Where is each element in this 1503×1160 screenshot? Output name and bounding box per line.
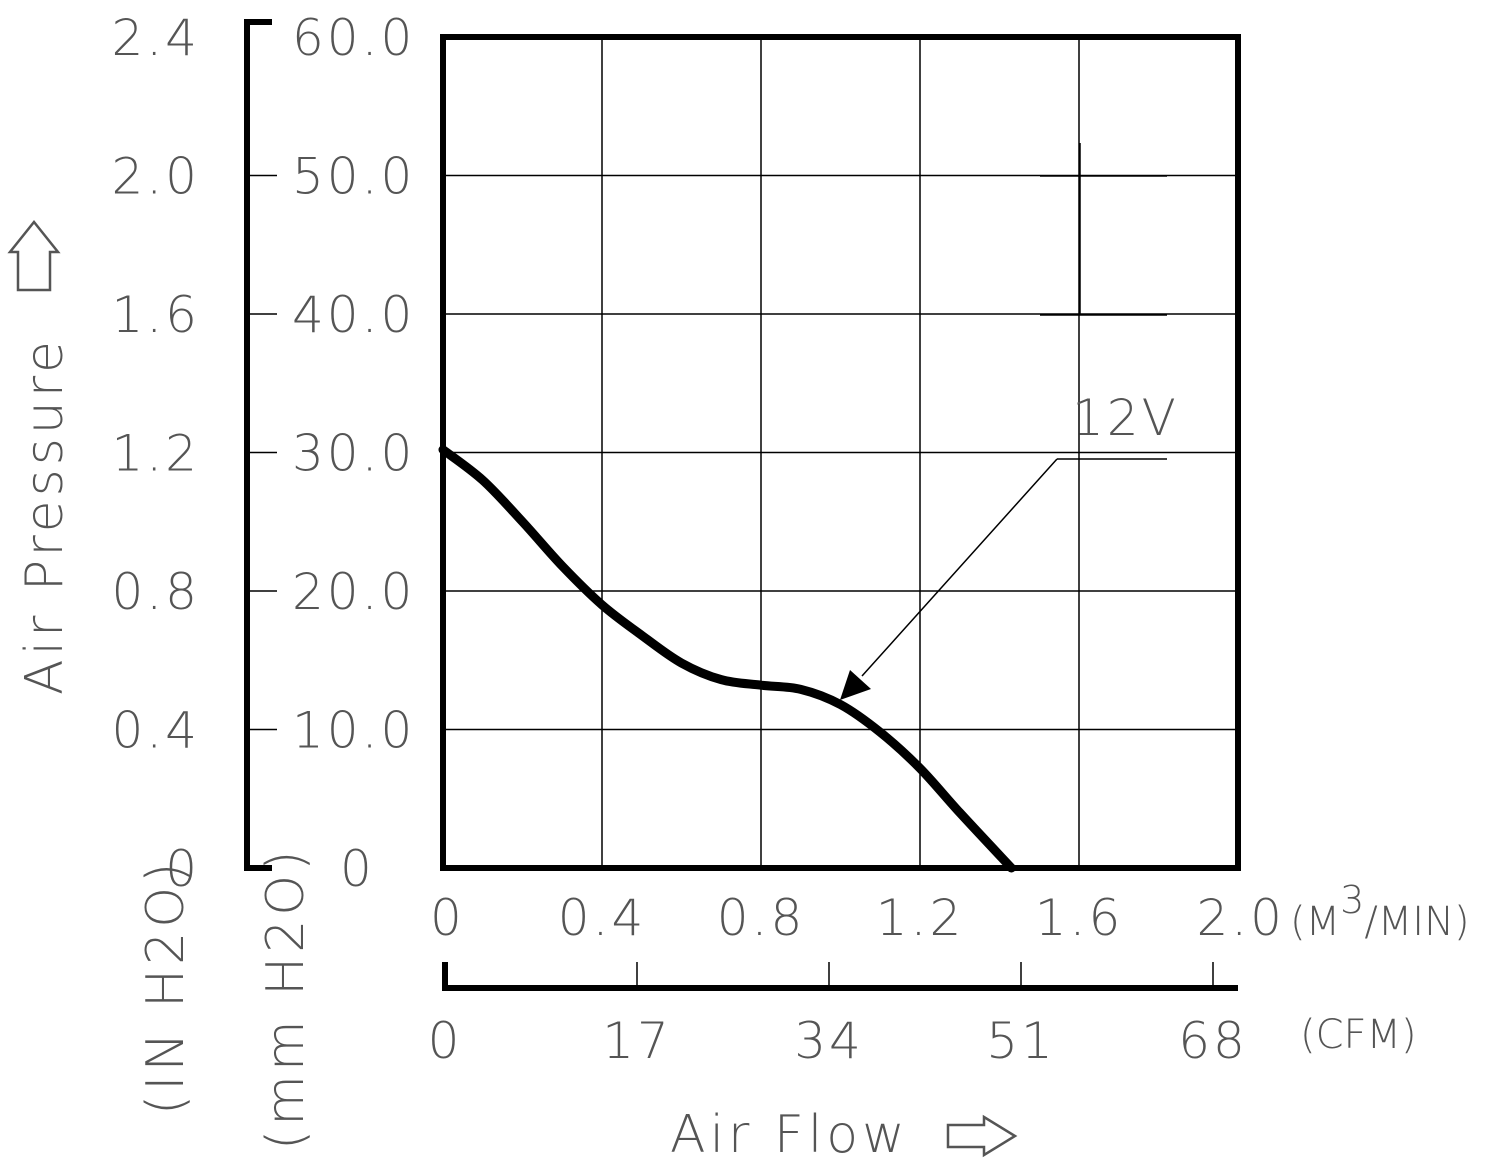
y-tick-label-inh2o: 0.8 bbox=[111, 563, 200, 621]
x-axis-arrow-icon bbox=[946, 1114, 1018, 1158]
y-tick-label-mmh2o: 30.0 bbox=[292, 425, 415, 483]
y-unit-inh2o: (IN H2O) bbox=[136, 859, 196, 1115]
x-unit-secondary: (CFM) bbox=[1300, 1012, 1417, 1058]
y-tick-label-mmh2o: 0 bbox=[340, 840, 375, 898]
error-bar-marker bbox=[1040, 143, 1167, 316]
x-tick-label-cfm: 51 bbox=[986, 1012, 1056, 1070]
grid-lines bbox=[443, 37, 1238, 868]
x-tick-label-m3min: 1.2 bbox=[876, 889, 965, 947]
y-tick-label-inh2o: 2.0 bbox=[111, 148, 200, 206]
x-unit-primary-sup: 3 bbox=[1340, 878, 1364, 922]
x-secondary-axis-line bbox=[442, 962, 1238, 991]
x-tick-label-m3min: 2.0 bbox=[1196, 889, 1285, 947]
y-tick-label-mmh2o: 10.0 bbox=[292, 702, 415, 760]
x-tick-label-cfm: 0 bbox=[428, 1012, 463, 1070]
callout-arrow-head bbox=[840, 670, 871, 700]
x-tick-label-cfm: 68 bbox=[1178, 1012, 1248, 1070]
y-tick-label-mmh2o: 40.0 bbox=[292, 286, 415, 344]
x-tick-label-cfm: 34 bbox=[794, 1012, 864, 1070]
x-tick-label-m3min: 1.6 bbox=[1035, 889, 1124, 947]
y-axis-title: Air Pressure bbox=[15, 337, 75, 695]
y-axis-arrow-icon bbox=[7, 219, 61, 292]
y-tick-labels-inh2o: 0 0.4 0.8 1.2 1.6 2.0 2.4 bbox=[111, 9, 200, 898]
x-unit-primary: (M3/MIN) bbox=[1290, 878, 1470, 945]
y-tick-label-mmh2o: 60.0 bbox=[292, 9, 415, 67]
y-tick-label-mmh2o: 20.0 bbox=[292, 563, 415, 621]
series-12v-label: 12V bbox=[1072, 389, 1179, 447]
y-tick-label-inh2o: 2.4 bbox=[111, 9, 200, 67]
x-tick-label-cfm: 17 bbox=[602, 1012, 672, 1070]
y-tick-label-inh2o: 1.6 bbox=[111, 286, 200, 344]
y-tick-label-inh2o: 0 bbox=[165, 840, 200, 898]
x-tick-label-m3min: 0 bbox=[430, 889, 465, 947]
x-axis-title: Air Flow bbox=[670, 1105, 909, 1160]
y-unit-mmh2o: (mm H2O) bbox=[256, 846, 316, 1150]
y-axis-bracket bbox=[244, 19, 272, 871]
series-12v-callout bbox=[840, 458, 1167, 700]
y-tick-label-inh2o: 1.2 bbox=[111, 425, 200, 483]
x-tick-label-m3min: 0.4 bbox=[558, 889, 647, 947]
x-unit-primary-tail: /MIN) bbox=[1364, 899, 1469, 945]
x-tick-labels-m3min: 0 0.4 0.8 1.2 1.6 2.0 bbox=[430, 889, 1285, 947]
y-axis-tick-marks bbox=[247, 174, 277, 731]
x-tick-label-m3min: 0.8 bbox=[717, 889, 806, 947]
x-tick-labels-cfm: 0 17 34 51 68 bbox=[428, 1012, 1248, 1070]
x-secondary-tick-marks bbox=[636, 962, 1214, 988]
y-tick-label-inh2o: 0.4 bbox=[111, 702, 200, 760]
x-unit-primary-head: (M bbox=[1290, 899, 1340, 945]
y-tick-labels-mmh2o: 0 10.0 20.0 30.0 40.0 50.0 60.0 bbox=[292, 9, 415, 898]
y-tick-label-mmh2o: 50.0 bbox=[292, 148, 415, 206]
series-12v-curve bbox=[438, 445, 1016, 873]
